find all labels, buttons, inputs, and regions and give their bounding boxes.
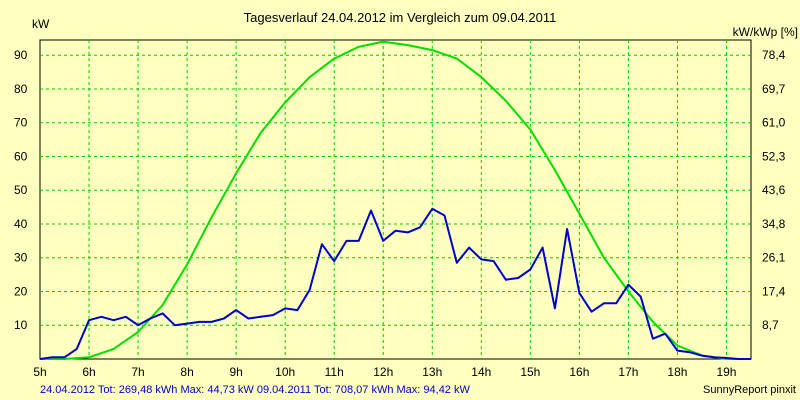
x-tick-label: 10h [275,365,295,379]
y-tick-label-right: 69,7 [762,82,786,96]
x-tick-label: 18h [667,365,687,379]
x-tick-label: 16h [569,365,589,379]
y-tick-label-left: 20 [14,284,28,298]
y-tick-label-left: 80 [14,82,28,96]
x-tick-label: 8h [180,365,193,379]
x-tick-label: 11h [325,365,344,379]
y-tick-label-right: 8,7 [762,318,779,332]
y-tick-label-right: 34,8 [762,217,786,231]
series-group [39,40,751,360]
y-tick-label-left: 90 [14,48,28,62]
y-tick-label-left: 70 [14,116,28,130]
y-tick-label-left: 60 [14,149,28,163]
y-tick-label-right: 61,0 [762,116,786,130]
y-axis-right-label: kW/kWp [%] [733,25,798,39]
y-tick-label-right: 26,1 [762,251,786,265]
footer-credit: SunnyReport pinxit [703,384,796,396]
tick-labels: 5h 6h 7h 8h 9h 10h 11h 12h 13h 14h 15h 16h 17h 18h 19h… [14,48,786,379]
x-tick-label: 12h [373,365,393,379]
y-tick-label-right: 43,6 [762,183,786,197]
y-tick-label-right: 52,3 [762,149,786,163]
chart-title: Tagesverlauf 24.04.2012 im Vergleich zum… [244,10,557,25]
x-tick-label: 15h [520,365,540,379]
y-axis-left-label: kW [32,17,50,31]
x-tick-label: 7h [131,365,144,379]
x-tick-label: 13h [422,365,442,379]
x-tick-label: 19h [716,365,736,379]
y-tick-label-left: 10 [14,318,28,332]
x-tick-label: 5h [33,365,46,379]
y-tick-label-right: 78,4 [762,48,786,62]
y-tick-label-left: 50 [14,183,28,197]
y-tick-label-left: 40 [14,217,28,231]
x-tick-label: 14h [471,365,491,379]
series-line-24.04.2012 [39,207,751,360]
series-line-09.04.2011 [40,40,751,360]
y-tick-label-left: 30 [14,251,28,265]
plot-area [39,39,752,360]
x-tick-label: 9h [229,365,242,379]
footer-summary: 24.04.2012 Tot: 269,48 kWh Max: 44,73 kW… [40,384,470,396]
y-tick-label-right: 17,4 [762,284,786,298]
x-tick-label: 6h [82,365,95,379]
x-tick-label: 17h [618,365,638,379]
grid [40,40,751,359]
